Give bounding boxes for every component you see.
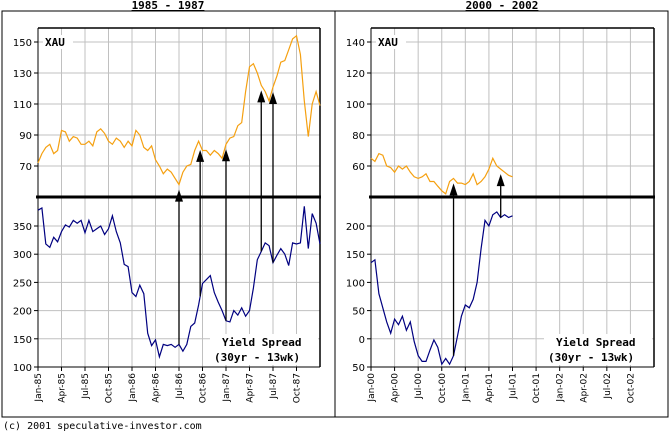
arrow-head-icon bbox=[257, 90, 266, 103]
yield-spread-sublabel: (30yr - 13wk) bbox=[214, 351, 300, 364]
x-tick-label: Oct-87 bbox=[293, 373, 303, 403]
yield-spread-series-line bbox=[370, 211, 513, 366]
chart-title: 1985 - 1987 bbox=[132, 0, 205, 12]
x-tick-label: Jul-01 bbox=[509, 373, 519, 400]
x-tick-label: Apr-86 bbox=[152, 373, 162, 403]
y-tick-label-upper: 90 bbox=[19, 131, 32, 142]
y-tick-label-upper: 120 bbox=[346, 69, 365, 80]
x-tick-label: Jul-00 bbox=[414, 373, 424, 400]
arrow-head-icon bbox=[196, 149, 205, 162]
x-tick-label: Jan-87 bbox=[222, 373, 232, 403]
y-tick-label-lower: 150 bbox=[346, 250, 365, 261]
x-tick-label: Jan-02 bbox=[556, 373, 566, 403]
y-tick-label-lower: 100 bbox=[13, 363, 32, 374]
x-tick-label: Oct-85 bbox=[105, 373, 115, 403]
xau-label-bg bbox=[376, 35, 406, 49]
chart-panel-2: 2000 - 2002 Jan-00 Apr-00 Jul-00 Oct-00 Jan-0… bbox=[334, 0, 669, 418]
yield-spread-label-bg bbox=[210, 334, 318, 365]
y-tick-label-upper: 140 bbox=[346, 38, 365, 49]
y-tick-label-lower: 0 bbox=[359, 335, 365, 346]
x-tick-label: Apr-01 bbox=[485, 373, 495, 403]
yield-spread-label: Yield Spread bbox=[222, 336, 301, 349]
x-tick-label: Oct-02 bbox=[626, 373, 636, 403]
panel-frame bbox=[334, 10, 669, 418]
chart-panel-1: 1985 - 1987 Jan-85 Apr-85 Jul-85 Oct-85 Jan-8… bbox=[1, 0, 336, 418]
arrow-head-icon bbox=[269, 91, 277, 104]
x-tick-label: Jul-86 bbox=[175, 373, 185, 400]
arrow-head-icon bbox=[175, 189, 183, 202]
y-tick-label-upper: 60 bbox=[352, 162, 365, 173]
arrow-head-icon bbox=[222, 149, 230, 162]
y-tick-label-upper: 80 bbox=[352, 131, 365, 142]
x-tick-label: Jan-01 bbox=[461, 373, 471, 403]
x-tick-label: Oct-01 bbox=[532, 373, 542, 403]
copyright-footer: (c) 2001 speculative-investor.com bbox=[3, 421, 202, 432]
y-tick-label-upper: 150 bbox=[13, 38, 32, 49]
x-tick-label: Jul-02 bbox=[603, 373, 613, 400]
x-tick-label: Apr-85 bbox=[58, 373, 68, 403]
y-tick-label-upper: 130 bbox=[13, 69, 32, 80]
y-tick-label-lower: 150 bbox=[13, 335, 32, 346]
y-tick-label-lower: 200 bbox=[346, 222, 365, 233]
xau-series-label: XAU bbox=[45, 36, 65, 49]
arrow-head-icon bbox=[496, 174, 505, 187]
y-tick-label-lower: 250 bbox=[13, 278, 32, 289]
x-tick-label: Jan-86 bbox=[128, 373, 138, 403]
x-tick-label: Oct-86 bbox=[199, 373, 209, 404]
xau-series-label: XAU bbox=[378, 36, 398, 49]
y-tick-label-upper: 100 bbox=[346, 100, 365, 111]
y-tick-label-lower: 350 bbox=[13, 222, 32, 233]
xau-series-line bbox=[37, 34, 321, 187]
x-tick-label: Jan-85 bbox=[34, 373, 44, 403]
y-tick-label-lower: 50 bbox=[352, 307, 365, 318]
yield-spread-sublabel: (30yr - 13wk) bbox=[548, 351, 634, 364]
x-tick-label: Apr-87 bbox=[246, 373, 256, 403]
y-tick-label-upper: 70 bbox=[19, 162, 32, 173]
x-tick-label: Oct-00 bbox=[438, 373, 448, 404]
xau-label-bg bbox=[43, 35, 73, 49]
x-tick-label: Jan-00 bbox=[367, 373, 377, 403]
x-tick-label: Apr-02 bbox=[579, 373, 589, 403]
x-tick-label: Jul-87 bbox=[269, 373, 279, 400]
arrow-head-icon bbox=[449, 183, 458, 196]
y-tick-label-lower: 50 bbox=[352, 363, 365, 374]
y-tick-label-lower: 100 bbox=[346, 278, 365, 289]
x-tick-label: Jul-85 bbox=[81, 373, 91, 400]
yield-spread-label: Yield Spread bbox=[556, 336, 635, 349]
xau-series-line bbox=[370, 152, 513, 195]
x-tick-label: Apr-00 bbox=[391, 373, 401, 403]
yield-spread-label-bg bbox=[544, 334, 652, 365]
y-tick-label-upper: 110 bbox=[13, 100, 32, 111]
chart-title: 2000 - 2002 bbox=[466, 0, 539, 12]
y-tick-label-lower: 300 bbox=[13, 250, 32, 261]
y-tick-label-lower: 200 bbox=[13, 307, 32, 318]
